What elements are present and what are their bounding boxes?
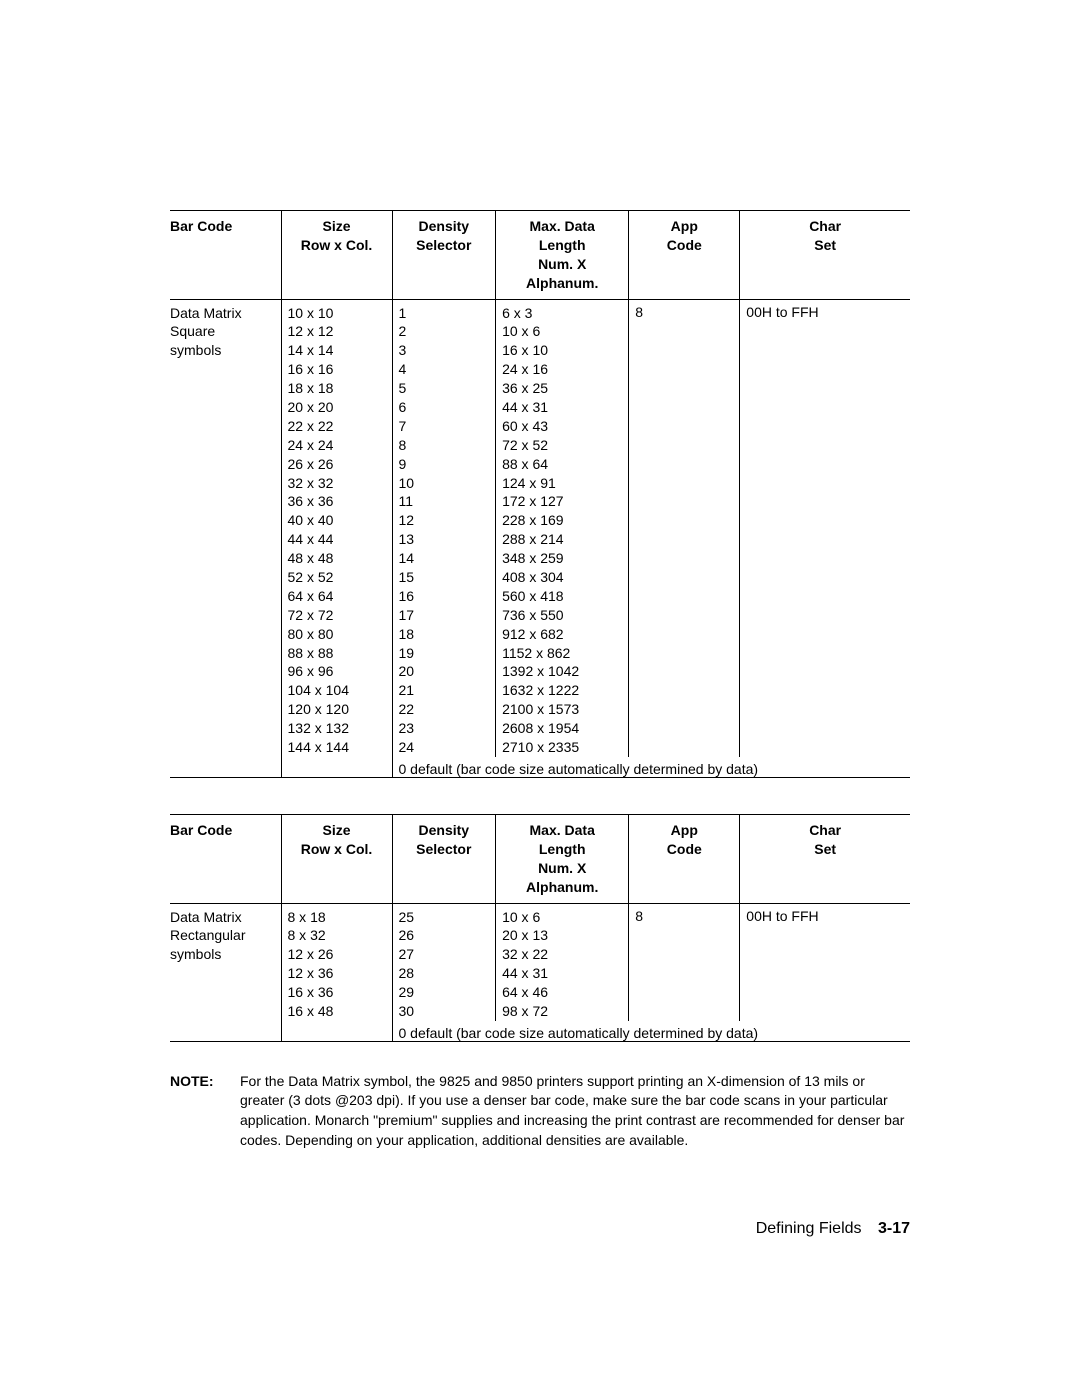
table-square: Bar Code Size Row x Col. Density Selecto…	[170, 210, 910, 778]
page-footer: Defining Fields 3-17	[170, 1220, 910, 1238]
cell-density: 1 2 3 4 5 6 7 8 9 10 11 12 13 14 15 16 1…	[392, 299, 496, 757]
cell-density: 25 26 27 28 29 30	[392, 903, 496, 1021]
default-text: 0 default (bar code size automatically d…	[392, 757, 910, 778]
cell-barcode: Data Matrix Rectangular symbols	[170, 903, 281, 1021]
header-barcode: Bar Code	[170, 211, 281, 300]
default-text: 0 default (bar code size automatically d…	[392, 1021, 910, 1042]
header-size: Size Row x Col.	[281, 814, 392, 903]
cell-charset: 00H to FFH	[740, 903, 910, 1021]
cell-appcode: 8	[629, 299, 740, 757]
header-appcode: App Code	[629, 211, 740, 300]
table-header-row: Bar Code Size Row x Col. Density Selecto…	[170, 814, 910, 903]
header-maxdata: Max. Data Length Num. X Alphanum.	[496, 814, 629, 903]
footer-label: Defining Fields	[756, 1220, 862, 1237]
header-maxdata: Max. Data Length Num. X Alphanum.	[496, 211, 629, 300]
header-density: Density Selector	[392, 211, 496, 300]
cell-barcode: Data Matrix Square symbols	[170, 299, 281, 757]
header-barcode: Bar Code	[170, 814, 281, 903]
table-rectangular: Bar Code Size Row x Col. Density Selecto…	[170, 814, 910, 1042]
table-default-row: 0 default (bar code size automatically d…	[170, 757, 910, 778]
header-charset: Char Set	[740, 814, 910, 903]
header-density: Density Selector	[392, 814, 496, 903]
note-label: NOTE:	[170, 1073, 214, 1089]
cell-charset: 00H to FFH	[740, 299, 910, 757]
cell-maxdata: 6 x 3 10 x 6 16 x 10 24 x 16 36 x 25 44 …	[496, 299, 629, 757]
page-content: Bar Code Size Row x Col. Density Selecto…	[0, 0, 1080, 1338]
header-appcode: App Code	[629, 814, 740, 903]
cell-maxdata: 10 x 6 20 x 13 32 x 22 44 x 31 64 x 46 9…	[496, 903, 629, 1021]
table-row: Data Matrix Square symbols 10 x 10 12 x …	[170, 299, 910, 757]
table-header-row: Bar Code Size Row x Col. Density Selecto…	[170, 211, 910, 300]
footer-page: 3-17	[878, 1220, 910, 1237]
table-default-row: 0 default (bar code size automatically d…	[170, 1021, 910, 1042]
table-row: Data Matrix Rectangular symbols 8 x 18 8…	[170, 903, 910, 1021]
header-charset: Char Set	[740, 211, 910, 300]
cell-size: 8 x 18 8 x 32 12 x 26 12 x 36 16 x 36 16…	[281, 903, 392, 1021]
cell-size: 10 x 10 12 x 12 14 x 14 16 x 16 18 x 18 …	[281, 299, 392, 757]
note-block: NOTE: For the Data Matrix symbol, the 98…	[170, 1072, 910, 1150]
note-body: For the Data Matrix symbol, the 9825 and…	[240, 1072, 910, 1150]
header-size: Size Row x Col.	[281, 211, 392, 300]
cell-appcode: 8	[629, 903, 740, 1021]
